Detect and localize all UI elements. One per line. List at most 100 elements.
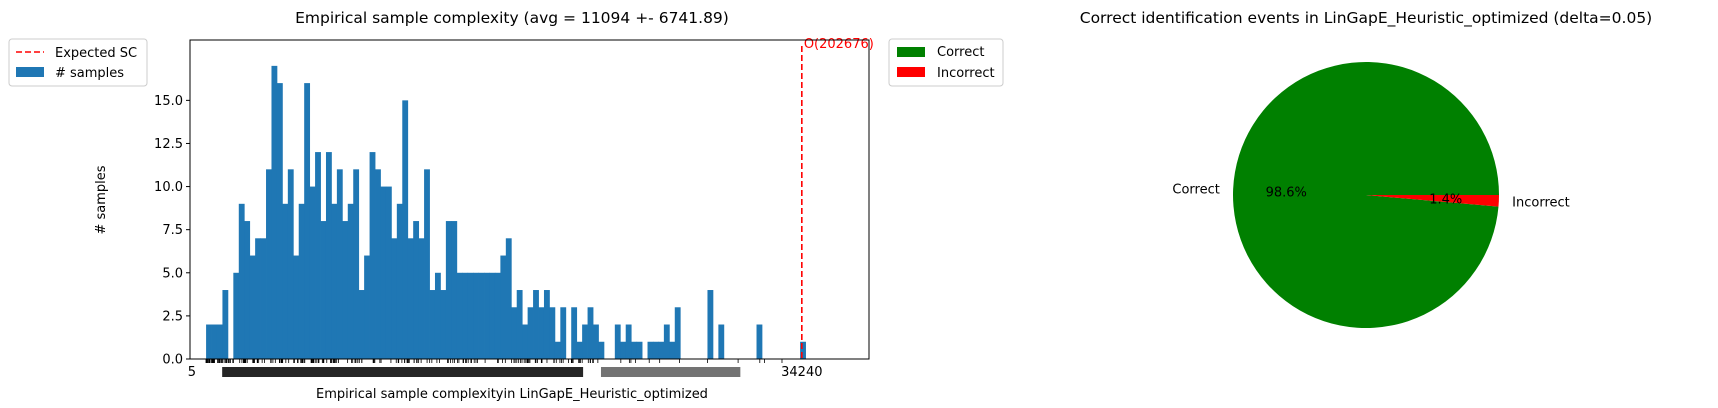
pie-pct-label: 1.4% — [1429, 193, 1462, 208]
histogram-bar — [538, 307, 545, 359]
histogram-bar — [238, 203, 245, 359]
histogram-bar — [500, 255, 507, 359]
histogram-bar — [473, 272, 479, 359]
histogram-bar — [276, 83, 283, 360]
histogram-bar — [674, 307, 681, 359]
histogram-bar — [533, 290, 539, 359]
y-tick-label: 2.5 — [162, 309, 183, 324]
histogram-bar — [331, 203, 338, 359]
histogram-bar — [636, 341, 643, 359]
pie-title: Correct identification events in LinGapE… — [1080, 9, 1652, 28]
histogram-bar — [505, 238, 512, 359]
histogram-legend: Expected SC # samples — [8, 38, 148, 87]
histogram-bar — [652, 341, 659, 359]
histogram-bar — [707, 290, 714, 359]
legend-label-samples: # samples — [55, 66, 124, 81]
histogram-bar — [647, 341, 654, 359]
histogram-bar — [527, 307, 534, 359]
histogram-bar — [614, 324, 621, 359]
legend-bar-swatch — [16, 67, 44, 77]
histogram-bar — [375, 169, 381, 359]
histogram-bar — [424, 169, 430, 359]
histogram-bar — [462, 272, 469, 359]
histogram-bar — [380, 186, 387, 359]
legend-label-incorrect: Incorrect — [937, 66, 995, 81]
histogram-bar — [418, 238, 425, 359]
y-tick-label: 15.0 — [154, 94, 183, 109]
x-tick-label-cluster — [222, 367, 584, 377]
pie-labels: Correct 98.6% Incorrect 1.4% — [1172, 183, 1569, 211]
histogram-bar — [663, 324, 670, 359]
legend-label-expected-sc: Expected SC — [55, 46, 137, 61]
histogram-bar — [391, 238, 398, 359]
histogram-bar — [571, 307, 578, 359]
histogram-bar — [287, 169, 294, 359]
y-tick-label: 12.5 — [154, 137, 183, 152]
histogram-bar — [249, 255, 256, 359]
histogram-bar — [440, 290, 447, 359]
histogram-bar — [255, 238, 261, 359]
histogram-y-axis-label: # samples — [94, 165, 109, 234]
histogram-chart: Empirical sample complexity (avg = 11094… — [8, 9, 874, 402]
histogram-bar — [756, 324, 763, 359]
histogram-bar — [560, 307, 567, 359]
histogram-bar — [244, 221, 251, 359]
histogram-bar — [467, 272, 474, 359]
histogram-bar — [576, 341, 583, 359]
histogram-bar — [233, 272, 240, 359]
histogram-bar — [342, 221, 349, 359]
histogram-bar — [353, 169, 360, 359]
histogram-bar — [718, 324, 725, 359]
histogram-bar — [582, 324, 588, 359]
histogram-x-axis-label: Empirical sample complexityin LinGapE_He… — [316, 387, 708, 402]
histogram-bar — [413, 221, 420, 359]
histogram-bar — [631, 341, 638, 359]
histogram-bar — [456, 272, 463, 359]
histogram-bar — [407, 238, 414, 359]
pie-slice-correct — [1233, 62, 1499, 329]
histogram-bar — [260, 238, 267, 359]
histogram-bar — [587, 307, 594, 359]
histogram-bar — [271, 65, 278, 359]
histogram-bar — [309, 186, 316, 359]
histogram-bar — [543, 290, 550, 359]
histogram-bar — [445, 221, 452, 359]
histogram-bar — [620, 341, 627, 359]
histogram-bar — [364, 255, 370, 359]
y-tick-label: 10.0 — [154, 180, 183, 195]
pie-slices — [1233, 62, 1499, 329]
histogram-bar — [484, 272, 490, 359]
histogram-bar — [478, 272, 485, 359]
histogram-bars — [206, 65, 806, 360]
histogram-bar — [325, 152, 332, 359]
histogram-bar — [222, 290, 229, 359]
histogram-bar — [266, 169, 272, 359]
x-tick-label: 34240 — [781, 365, 822, 380]
histogram-bar — [293, 255, 300, 359]
histogram-bar — [211, 324, 218, 359]
histogram-axes-frame — [189, 39, 870, 360]
pie-legend: Correct Incorrect — [888, 38, 1004, 87]
histogram-bar — [522, 324, 529, 359]
histogram-title: Empirical sample complexity (avg = 11094… — [295, 9, 729, 27]
histogram-y-ticks: 0.0 2.5 5.0 7.5 10.0 12.5 15.0 — [154, 94, 190, 368]
histogram-bar — [347, 203, 354, 359]
histogram-bar — [320, 221, 327, 359]
histogram-bar — [369, 152, 376, 359]
legend-label-correct: Correct — [937, 45, 984, 60]
histogram-bar — [516, 290, 523, 359]
histogram-bar — [216, 324, 223, 359]
legend-swatch-incorrect — [897, 67, 925, 77]
histogram-bar — [489, 272, 496, 359]
histogram-bar — [625, 324, 632, 359]
histogram-bar — [658, 341, 665, 359]
y-tick-label: 7.5 — [162, 223, 183, 238]
histogram-bar — [282, 203, 289, 359]
histogram-bar — [402, 100, 409, 359]
histogram-bar — [593, 324, 599, 359]
histogram-bar — [800, 341, 806, 359]
histogram-bar — [554, 341, 561, 359]
histogram-bar — [304, 83, 311, 360]
pie-pct-label: 98.6% — [1266, 185, 1307, 200]
